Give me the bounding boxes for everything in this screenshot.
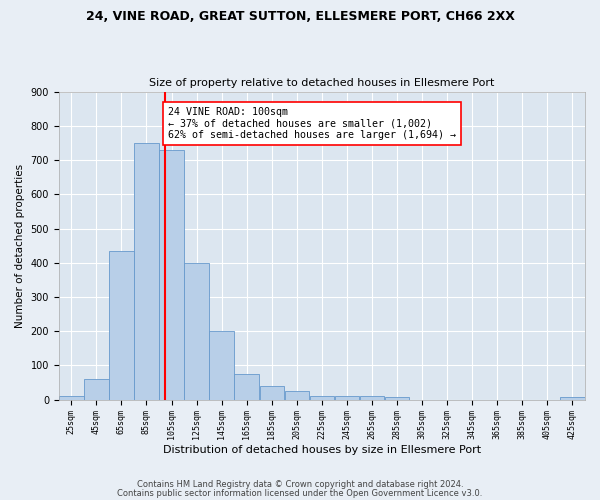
Bar (134, 143, 158, 400)
X-axis label: Distribution of detached houses by size in Ellesmere Port: Distribution of detached houses by size … (163, 445, 481, 455)
Bar (360, 396, 384, 400)
Bar (385, 398, 409, 400)
Bar (335, 396, 359, 400)
Y-axis label: Number of detached properties: Number of detached properties (15, 164, 25, 328)
Text: 24, VINE ROAD, GREAT SUTTON, ELLESMERE PORT, CH66 2XX: 24, VINE ROAD, GREAT SUTTON, ELLESMERE P… (86, 10, 514, 23)
Bar (560, 398, 584, 400)
Bar (209, 331, 234, 400)
Bar (160, 150, 184, 400)
Bar (184, 263, 209, 400)
Bar (284, 391, 309, 400)
Text: Contains public sector information licensed under the Open Government Licence v3: Contains public sector information licen… (118, 489, 482, 498)
Bar (260, 386, 284, 400)
Bar (84, 379, 109, 400)
Bar (235, 374, 259, 400)
Bar (59, 396, 83, 400)
Text: Contains HM Land Registry data © Crown copyright and database right 2024.: Contains HM Land Registry data © Crown c… (137, 480, 463, 489)
Bar (310, 396, 334, 400)
Title: Size of property relative to detached houses in Ellesmere Port: Size of property relative to detached ho… (149, 78, 494, 88)
Text: 24 VINE ROAD: 100sqm
← 37% of detached houses are smaller (1,002)
62% of semi-de: 24 VINE ROAD: 100sqm ← 37% of detached h… (168, 107, 456, 140)
Bar (109, 251, 134, 400)
